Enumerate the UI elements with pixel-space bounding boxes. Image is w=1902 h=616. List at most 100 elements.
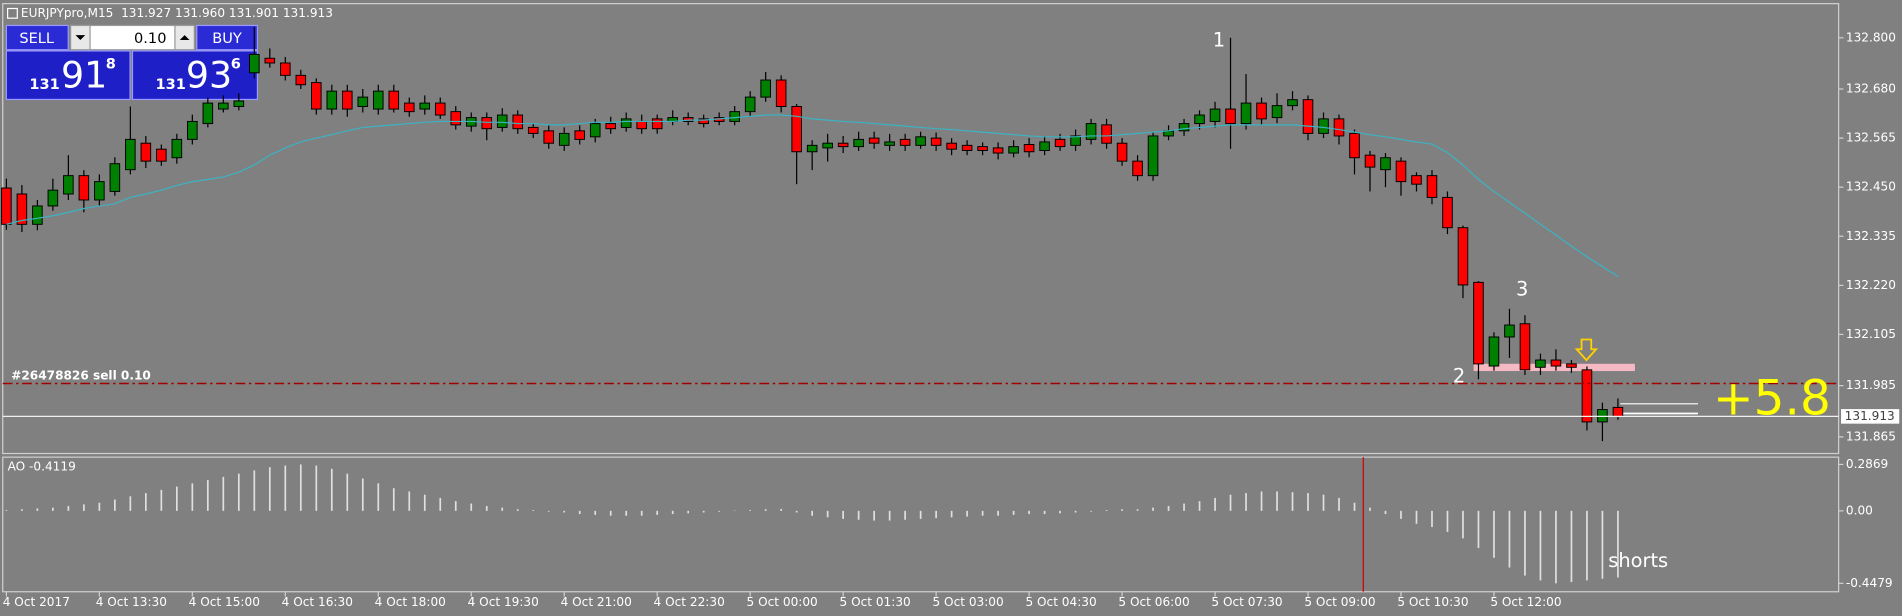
x-tick-label: 5 Oct 04:30 [1025, 595, 1096, 609]
candle-body [1318, 118, 1329, 134]
candle-body [930, 137, 942, 146]
candle-body [1333, 118, 1345, 137]
candle-body [1411, 175, 1422, 185]
candle-body [806, 144, 818, 153]
candle-body [434, 102, 446, 116]
y-tick-label: 132.800 [1846, 30, 1896, 44]
candle-body [760, 79, 771, 98]
candle-body [574, 130, 586, 140]
candle-body [977, 146, 988, 151]
sell-label: SELL [19, 30, 55, 47]
candle-body [496, 114, 508, 128]
candle-body [249, 53, 260, 74]
candle-body [372, 90, 384, 110]
candle-body [620, 118, 632, 128]
symbol-icon [6, 7, 18, 19]
bid-box[interactable] [5, 50, 131, 101]
candle-body [295, 74, 307, 86]
y-tick-label: -0.4479 [1846, 576, 1893, 590]
x-tick-label: 4 Oct 19:30 [468, 595, 539, 609]
candle-body [605, 123, 617, 130]
sell-button[interactable] [5, 24, 69, 51]
annotation: shorts [1608, 549, 1668, 572]
candle-body [1147, 135, 1159, 177]
candle-body [992, 147, 1004, 154]
indicator-title: AO -0.4119 [8, 459, 76, 473]
order-label: #26478826 sell 0.10 [11, 369, 151, 383]
candle-body [1597, 409, 1608, 423]
candle-body [698, 118, 709, 125]
candle-body [32, 205, 43, 225]
candle-body [1426, 175, 1438, 198]
candle-body [853, 138, 864, 148]
x-tick-label: 4 Oct 13:30 [96, 595, 167, 609]
y-tick-label: 131.985 [1846, 378, 1896, 392]
candle-body [1271, 105, 1283, 119]
candle-body [233, 100, 245, 107]
candle-body [388, 90, 400, 110]
bid-sup: 8 [106, 55, 116, 72]
candle-body [543, 130, 555, 144]
candle-body [94, 181, 105, 201]
y-tick-label: 132.220 [1846, 278, 1896, 292]
candle-body [868, 137, 880, 144]
candle-body [311, 82, 322, 110]
candle-body [1225, 108, 1236, 125]
ask-big: 131 [156, 76, 186, 93]
candle-body [1519, 323, 1531, 371]
candle-body [403, 102, 415, 113]
candle-body [775, 79, 787, 107]
candle-body [357, 96, 369, 107]
y-tick-label: 132.565 [1846, 131, 1896, 145]
ask-box[interactable] [131, 50, 258, 101]
candle-body [651, 118, 663, 130]
candle-body [63, 175, 74, 195]
moving-average [6, 114, 1619, 277]
candle-body [1612, 406, 1624, 417]
y-tick-label: 132.105 [1846, 327, 1896, 341]
candle-body [729, 111, 740, 122]
x-tick-label: 5 Oct 00:00 [747, 595, 818, 609]
candle-body [1550, 359, 1562, 367]
candle-body [1, 187, 12, 225]
last-price-label: 131.913 [1845, 409, 1895, 423]
candle-body [1488, 336, 1500, 367]
candle-body [961, 144, 973, 151]
y-tick-label: 132.335 [1846, 229, 1896, 243]
buy-button[interactable] [196, 24, 258, 51]
price-pane [2, 3, 1840, 455]
candle-body [1023, 144, 1035, 153]
candle-body [218, 102, 229, 110]
candle-body [1287, 99, 1298, 107]
candle-body [47, 189, 59, 207]
annotation: 3 [1516, 277, 1528, 300]
candle-body [1194, 114, 1205, 125]
y-tick-label: 0.00 [1846, 503, 1873, 517]
bid-big: 131 [29, 76, 59, 93]
candle-body [1581, 369, 1593, 423]
x-tick-label: 4 Oct 15:00 [189, 595, 260, 609]
candle-body [171, 138, 183, 159]
candle-body [1039, 141, 1050, 151]
x-tick-label: 4 Oct 21:00 [561, 595, 632, 609]
candle-body [202, 102, 214, 125]
candle-body [1349, 132, 1360, 159]
lot-input[interactable] [70, 24, 195, 51]
buy-label: BUY [212, 30, 242, 47]
candle-body [915, 136, 926, 146]
candle-body [1240, 102, 1252, 125]
y-tick-label: 131.865 [1846, 429, 1896, 443]
candle-body [1380, 157, 1391, 171]
symbol-header: EURJPYpro,M15 131.927 131.960 131.901 13… [21, 6, 333, 20]
y-tick-label: 132.680 [1846, 82, 1896, 96]
last-price-box [1841, 409, 1900, 424]
candle-body [1364, 154, 1376, 168]
candle-body [187, 120, 198, 140]
annotation: 2 [1453, 365, 1465, 388]
indicator-pane [2, 456, 1840, 593]
x-tick-label: 5 Oct 06:00 [1118, 595, 1189, 609]
arrow-icon [75, 35, 86, 41]
candle-body [280, 62, 291, 76]
